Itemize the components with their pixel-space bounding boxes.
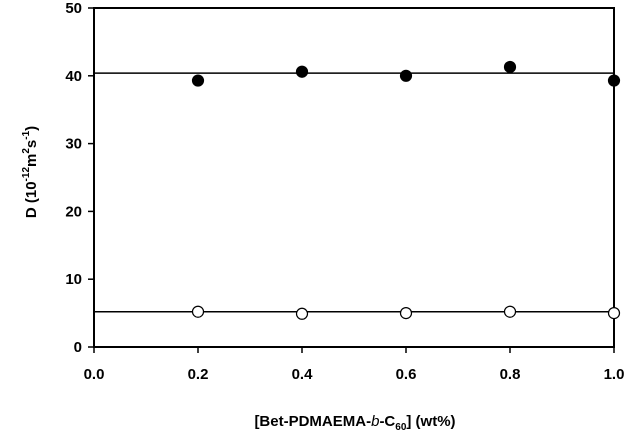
x-axis-ticks: 0.0 0.2 0.4 0.6 0.8 1.0 bbox=[84, 347, 625, 383]
y-axis-label: D (10-12m2s-1) bbox=[21, 126, 40, 218]
data-points bbox=[191, 60, 621, 320]
open-data-point bbox=[607, 307, 621, 320]
x-axis-label: [Bet-PDMAEMA-b-C60] (wt%) bbox=[254, 413, 455, 433]
x-tick-label: 0.4 bbox=[292, 366, 314, 383]
y-tick-label: 0 bbox=[74, 339, 82, 356]
filled-data-point bbox=[607, 74, 621, 87]
y-axis-ticks: 0 10 20 30 40 50 bbox=[65, 0, 94, 356]
open-data-point bbox=[191, 305, 205, 318]
open-data-point bbox=[295, 307, 309, 320]
x-tick-label: 0.8 bbox=[500, 366, 521, 383]
fit-lines bbox=[94, 72, 614, 313]
filled-data-point bbox=[399, 69, 413, 82]
y-tick-label: 40 bbox=[65, 68, 82, 85]
plot-area bbox=[93, 7, 615, 348]
open-data-point bbox=[503, 305, 517, 318]
open-data-point bbox=[399, 307, 413, 320]
filled-data-point bbox=[191, 74, 205, 87]
y-tick-label: 20 bbox=[65, 203, 82, 220]
filled-data-point bbox=[503, 60, 517, 74]
filled-data-point bbox=[295, 65, 309, 78]
x-tick-label: 0.6 bbox=[396, 366, 417, 383]
y-tick-label: 10 bbox=[65, 271, 82, 288]
y-tick-label: 50 bbox=[65, 0, 82, 17]
x-tick-label: 1.0 bbox=[604, 366, 625, 383]
x-tick-label: 0.2 bbox=[188, 366, 209, 383]
x-tick-label: 0.0 bbox=[84, 366, 105, 383]
y-tick-label: 30 bbox=[65, 136, 82, 153]
